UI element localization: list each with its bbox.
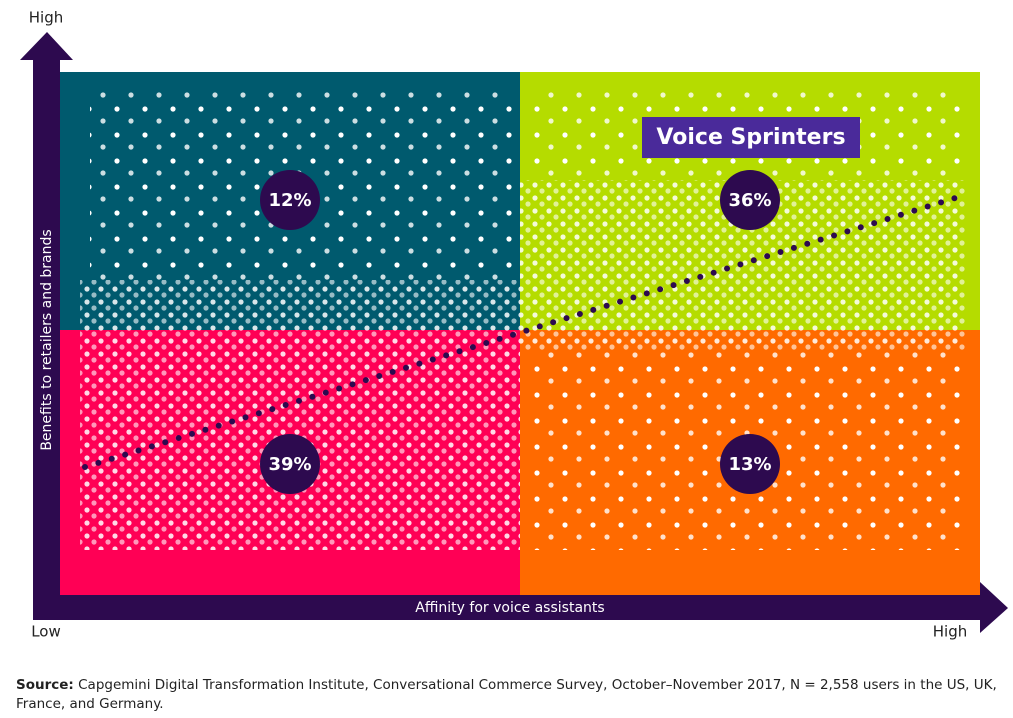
quadrant-share: 13% — [728, 454, 771, 475]
y-high-label: High — [29, 9, 63, 27]
x-axis — [33, 595, 983, 620]
quadrant-badge — [260, 434, 320, 494]
x-low-label: Low — [31, 623, 61, 641]
dot-cloud — [80, 280, 520, 550]
quadrant-share: 12% — [268, 190, 311, 211]
source-text: Capgemini Digital Transformation Institu… — [16, 677, 997, 712]
x-axis-arrow — [980, 582, 1008, 633]
trend-line — [82, 192, 968, 470]
quadrant-badge — [720, 170, 780, 230]
quadrant-badge — [260, 170, 320, 230]
y-axis-label: Benefits to retailers and brands — [39, 229, 55, 450]
y-axis-arrow — [20, 32, 73, 60]
highlight-label: Voice Sprinters — [656, 125, 845, 150]
highlight-box — [642, 117, 860, 158]
quadrant-badge — [720, 434, 780, 494]
x-high-label: High — [933, 623, 967, 641]
source-label: Source: — [16, 677, 74, 693]
quadrant-share: 39% — [268, 454, 311, 475]
x-axis-label: Affinity for voice assistants — [415, 600, 604, 616]
quadrant-share: 36% — [728, 190, 771, 211]
y-axis — [33, 58, 60, 620]
source-note: Source: Capgemini Digital Transformation… — [16, 676, 1006, 714]
quadrant-chart: High Low High Affinity for voice assista… — [20, 9, 1008, 641]
